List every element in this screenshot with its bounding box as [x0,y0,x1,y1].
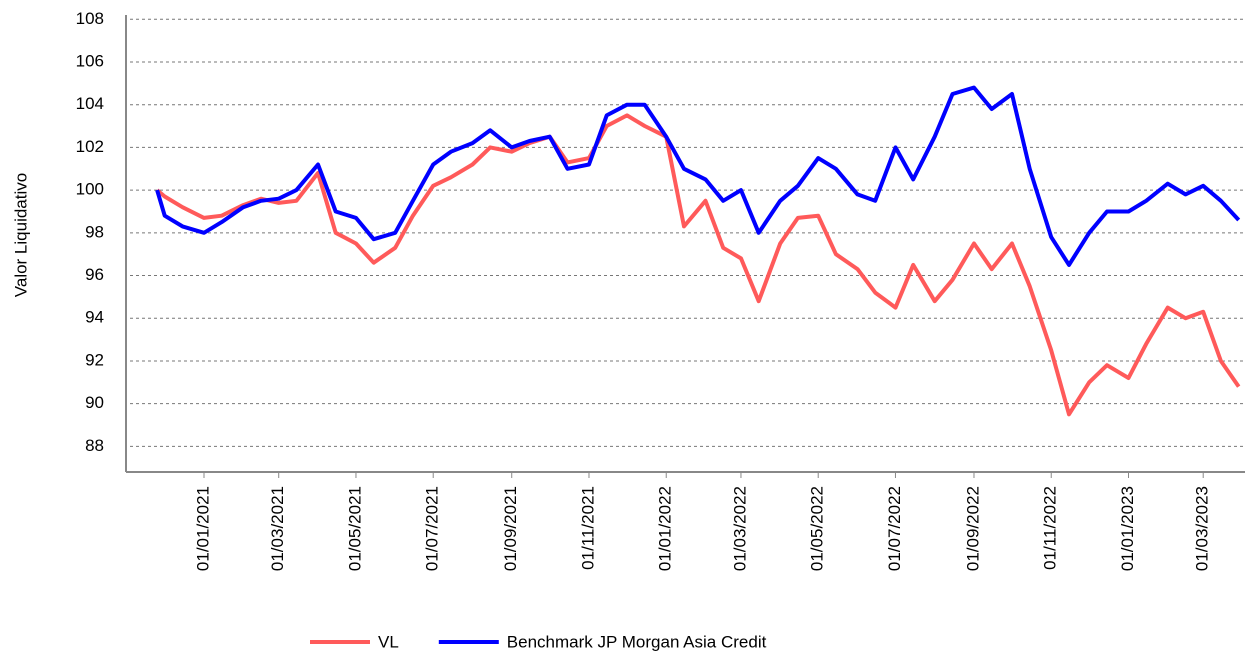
x-tick-label: 01/03/2022 [730,486,749,571]
y-tick-label: 94 [85,308,104,327]
series-line [155,113,1241,417]
x-tick-label: 01/07/2022 [885,486,904,571]
y-axis-title: Valor Liquidativo [11,173,30,297]
x-tick-label: 01/11/2021 [578,486,597,570]
y-tick-label: 90 [85,393,104,412]
x-tick-label: 01/07/2021 [423,486,442,571]
legend-label: Benchmark JP Morgan Asia Credit [507,632,767,651]
x-tick-label: 01/09/2022 [963,486,982,571]
y-tick-label: 106 [76,51,104,70]
x-tick-label: 01/09/2021 [501,486,520,571]
y-tick-label: 108 [76,9,104,28]
x-tick-label: 01/03/2023 [1193,486,1212,571]
x-tick-label: 01/03/2021 [268,486,287,571]
x-tick-label: 01/01/2022 [656,486,675,571]
x-tick-label: 01/05/2021 [345,486,364,571]
legend-label: VL [378,632,399,651]
y-tick-label: 92 [85,350,104,369]
y-tick-label: 88 [85,436,104,455]
y-tick-label: 100 [76,180,104,199]
y-tick-label: 102 [76,137,104,156]
x-tick-label: 01/01/2023 [1118,486,1137,571]
x-tick-label: 01/05/2022 [808,486,827,571]
y-tick-label: 96 [85,265,104,284]
y-tick-label: 104 [76,94,104,113]
x-tick-label: 01/11/2022 [1041,486,1060,570]
x-tick-label: 01/01/2021 [193,486,212,571]
series-line [155,85,1241,267]
y-tick-label: 98 [85,222,104,241]
